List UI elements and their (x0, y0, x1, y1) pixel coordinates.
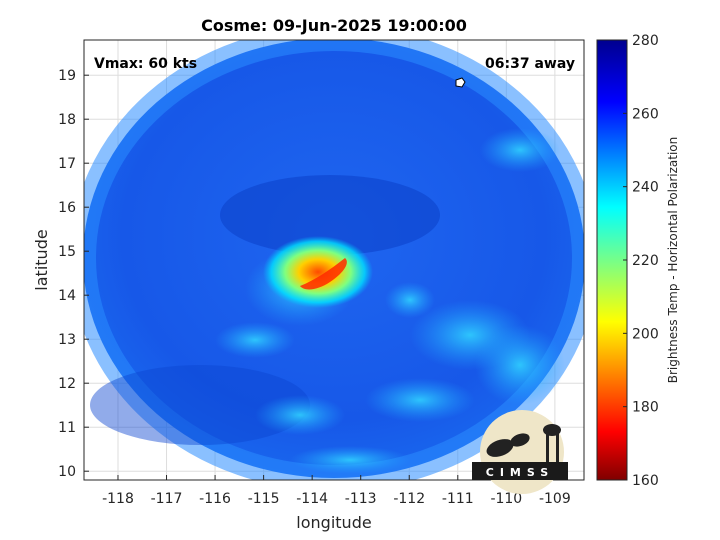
colorbar-label: Brightness Temp - Horizontal Polarizatio… (666, 137, 680, 384)
x-tick-label: -118 (102, 491, 134, 507)
x-tick-label: -110 (490, 491, 522, 507)
colorbar-tick-label: 200 (632, 326, 659, 342)
dry-zone (90, 365, 310, 445)
rainband (290, 446, 410, 474)
figure-title: Cosme: 09-Jun-2025 19:00:00 (201, 16, 467, 35)
eyewall (300, 258, 347, 290)
rainband (365, 378, 475, 422)
y-tick-label: 13 (58, 332, 76, 348)
colorbar-tick-label: 220 (632, 253, 659, 269)
x-tick-label: -113 (345, 491, 377, 507)
y-tick-label: 16 (58, 200, 76, 216)
y-tick-label: 14 (58, 288, 76, 304)
y-tick-label: 12 (58, 376, 76, 392)
x-tick-label: -117 (151, 491, 183, 507)
y-tick-label: 15 (58, 244, 76, 260)
x-tick-label: -112 (393, 491, 425, 507)
x-tick-label: -114 (296, 491, 328, 507)
vmax-label: Vmax: 60 kts (94, 56, 197, 72)
colorbar-tick-label: 280 (632, 33, 659, 49)
y-tick-label: 17 (58, 156, 76, 172)
logo-banner (472, 462, 568, 480)
x-tick-label: -111 (442, 491, 474, 507)
x-tick-label: -109 (539, 491, 571, 507)
logo-text: CIMSS (486, 466, 554, 479)
axes-box (83, 39, 585, 481)
time-away-label: 06:37 away (485, 56, 575, 72)
colorbar (596, 39, 628, 481)
colorbar-ticks: 160 180 200 220 240 260 280 (623, 33, 659, 489)
y-tick-label: 18 (58, 112, 76, 128)
y-axis-label: latitude (32, 229, 51, 290)
x-axis-label: longitude (296, 513, 371, 532)
dry-zone (220, 175, 440, 255)
y-tick-label: 11 (58, 420, 76, 436)
rainband (475, 325, 565, 405)
colorbar-tick-label: 160 (632, 473, 659, 489)
x-axis: -118 -117 -116 -115 -114 -113 -112 -111 -110 -109 (102, 475, 571, 507)
satellite-swath (84, 40, 584, 480)
x-tick-label: -115 (248, 491, 280, 507)
y-axis: 10 11 12 13 14 15 16 17 18 19 (58, 68, 89, 480)
satellite-dish-icon (486, 439, 514, 457)
colorbar-tick-label: 180 (632, 400, 659, 416)
colorbar-tick-label: 240 (632, 180, 659, 196)
rainband (255, 395, 345, 435)
storm-core (263, 236, 373, 308)
rainband (385, 282, 435, 318)
island-outline (455, 77, 466, 88)
disk-rim (84, 40, 584, 480)
y-tick-label: 19 (58, 68, 76, 84)
y-tick-label: 10 (58, 464, 76, 480)
cimss-logo: CIMSS (472, 410, 568, 494)
colorbar-tick-label: 260 (632, 106, 659, 122)
rainband (215, 322, 295, 358)
x-tick-label: -116 (199, 491, 231, 507)
water-tower-icon (543, 424, 561, 436)
rainband (480, 128, 560, 172)
